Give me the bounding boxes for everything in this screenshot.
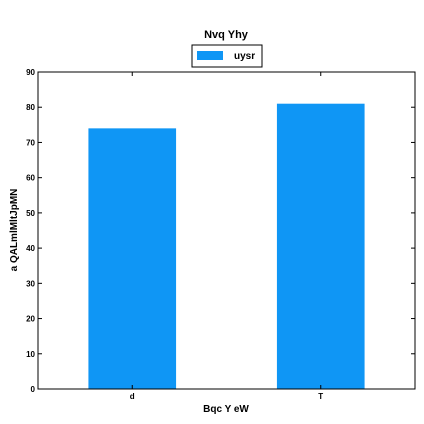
y-tick-label: 80	[26, 103, 35, 112]
y-tick-label: 20	[26, 315, 35, 324]
y-tick-label: 50	[26, 209, 35, 218]
plot-frame	[37, 71, 416, 390]
y-tick-label: 60	[26, 174, 35, 183]
x-tick-label-T: T	[318, 392, 323, 401]
bar-d	[88, 128, 177, 389]
y-axis: 0 10 20 30 40 50 60 70 80 90	[26, 68, 415, 394]
chart-title: Nvq Yhy	[204, 29, 249, 41]
y-tick-label: 0	[31, 385, 36, 394]
legend-label: uysr	[234, 51, 255, 62]
legend: uysr	[191, 44, 263, 68]
legend-box	[191, 44, 263, 68]
y-tick-label: 40	[26, 244, 35, 253]
x-tick-label-d: d	[130, 392, 135, 401]
bar-T	[276, 103, 365, 389]
legend-swatch	[197, 51, 223, 60]
y-tick-label: 10	[26, 350, 35, 359]
y-tick-label: 90	[26, 68, 35, 77]
x-axis-label: Bqc Y eW	[203, 404, 249, 415]
y-tick-label: 70	[26, 138, 35, 147]
bars-group	[88, 103, 365, 389]
y-tick-label: 30	[26, 279, 35, 288]
y-axis-label: a QALmlMltJpMN	[9, 189, 20, 272]
